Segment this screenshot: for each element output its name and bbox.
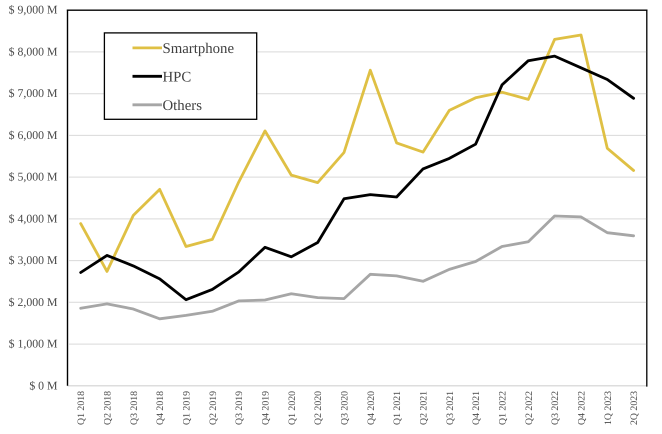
svg-text:Q1 2021: Q1 2021 [392, 391, 403, 425]
svg-text:Q1 2018: Q1 2018 [76, 391, 87, 425]
svg-text:HPC: HPC [163, 69, 192, 85]
svg-text:$ 3,000 M: $ 3,000 M [9, 253, 58, 267]
svg-text:Q2 2022: Q2 2022 [524, 391, 535, 425]
svg-text:Q2 2021: Q2 2021 [419, 391, 430, 425]
svg-text:$ 8,000 M: $ 8,000 M [9, 44, 58, 58]
svg-text:Smartphone: Smartphone [163, 41, 235, 57]
svg-text:Q1 2019: Q1 2019 [182, 391, 193, 425]
svg-text:$ 9,000 M: $ 9,000 M [9, 3, 58, 17]
svg-text:1Q 2023: 1Q 2023 [603, 391, 614, 425]
svg-text:Q3 2019: Q3 2019 [234, 391, 245, 425]
svg-text:Q4 2019: Q4 2019 [261, 391, 272, 425]
svg-text:Q4 2018: Q4 2018 [155, 391, 166, 425]
svg-text:$ 0 M: $ 0 M [29, 378, 58, 392]
svg-text:Q4 2022: Q4 2022 [577, 391, 588, 425]
svg-text:2Q 2023: 2Q 2023 [629, 391, 640, 425]
svg-text:Q1 2022: Q1 2022 [498, 391, 509, 425]
svg-text:Others: Others [163, 98, 203, 114]
svg-text:Q3 2020: Q3 2020 [340, 391, 351, 425]
svg-text:Q3 2018: Q3 2018 [129, 391, 140, 425]
svg-text:$ 6,000 M: $ 6,000 M [9, 128, 58, 142]
svg-text:Q2 2018: Q2 2018 [103, 391, 114, 425]
svg-text:Q3 2021: Q3 2021 [445, 391, 456, 425]
svg-text:Q4 2021: Q4 2021 [471, 391, 482, 425]
svg-text:$ 2,000 M: $ 2,000 M [9, 295, 58, 309]
svg-text:$ 5,000 M: $ 5,000 M [9, 170, 58, 184]
svg-text:Q2 2019: Q2 2019 [208, 391, 219, 425]
svg-text:Q4 2020: Q4 2020 [366, 391, 377, 425]
svg-text:Q2 2020: Q2 2020 [313, 391, 324, 425]
svg-text:$ 4,000 M: $ 4,000 M [9, 211, 58, 225]
svg-text:$ 1,000 M: $ 1,000 M [9, 337, 58, 351]
svg-text:Q1 2020: Q1 2020 [287, 391, 298, 425]
svg-text:Q3 2022: Q3 2022 [550, 391, 561, 425]
svg-text:$ 7,000 M: $ 7,000 M [9, 86, 58, 100]
